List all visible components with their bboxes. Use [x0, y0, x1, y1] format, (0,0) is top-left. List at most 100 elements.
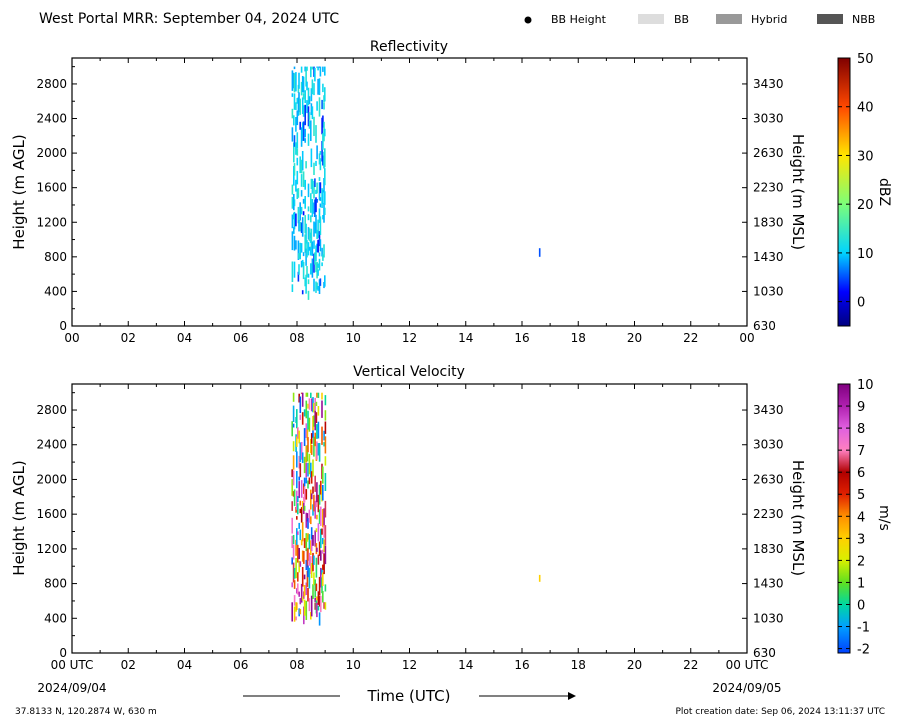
echo-streak [291, 602, 293, 622]
echo-streak [324, 421, 327, 434]
echo-streak [299, 561, 302, 567]
x-tick-label: 00 [739, 331, 754, 345]
echo-streak [320, 567, 322, 588]
echo-streak [299, 221, 301, 232]
echo-streak [314, 500, 316, 519]
echo-streak [298, 220, 300, 232]
echo-streak [304, 234, 306, 253]
echo-streak [296, 110, 299, 126]
echo-streak [321, 400, 323, 418]
echo-streak [319, 197, 322, 201]
echo-streak [302, 211, 305, 216]
echo-streak [303, 409, 306, 417]
x-tick-label: 18 [571, 658, 586, 672]
echo-streak [314, 597, 316, 602]
echo-streak [307, 518, 309, 529]
echo-streak [316, 282, 318, 290]
echo-streak [300, 260, 303, 268]
end-date-label: 2024/09/05 [712, 681, 781, 695]
echo-streak [324, 148, 326, 168]
legend-nbb-label: NBB [852, 13, 875, 26]
echo-streak [324, 500, 327, 518]
echo-streak [299, 396, 302, 414]
echo-streak [307, 410, 309, 430]
echo-streak [293, 93, 296, 110]
legend-bb-height-dot-icon [524, 16, 532, 24]
y-tick-label: 2000 [36, 472, 67, 486]
echo-streak [319, 239, 322, 252]
echo-streak [299, 202, 301, 221]
echo-streak [317, 78, 319, 95]
echo-streak [308, 477, 311, 485]
velocity-axes: 00 UTC 02 04 06 08 10 12 14 16 18 20 22 00 UTC040080… [36, 384, 784, 672]
echo-streak [296, 490, 298, 510]
echo-streak [316, 199, 318, 203]
echo-streak [308, 598, 311, 612]
echo-streak [310, 595, 313, 617]
echo-streak [293, 73, 296, 93]
echo-streak [308, 552, 311, 566]
colorbar-tick-label: 5 [857, 488, 865, 503]
y-right-tick-label: 1430 [753, 577, 784, 591]
echo-streak [313, 572, 315, 586]
echo-streak [317, 263, 319, 268]
x-tick-label: 08 [289, 658, 304, 672]
echo-streak [306, 100, 308, 114]
echo-streak [317, 392, 320, 398]
x-tick-label: 14 [458, 331, 473, 345]
y-tick-label: 1600 [36, 181, 67, 195]
echo-streak [297, 271, 300, 282]
echo-streak [310, 527, 313, 540]
echo-streak [299, 598, 302, 605]
echo-streak [324, 128, 326, 137]
echo-streak [301, 290, 304, 295]
echo-streak [313, 415, 315, 427]
echo-streak [310, 493, 313, 500]
reflectivity-plot-frame [71, 57, 748, 327]
reflectivity-title: Reflectivity [370, 39, 448, 55]
colorbar-tick-label: 30 [857, 149, 874, 164]
echo-streak [300, 392, 303, 394]
echo-streak [307, 437, 309, 453]
x-tick-label: 06 [233, 658, 248, 672]
echo-streak [298, 393, 300, 403]
colorbar-tick-label: 2 [857, 554, 865, 569]
echo-streak [316, 441, 318, 460]
echo-streak [301, 392, 304, 407]
echo-streak [311, 199, 314, 217]
echo-streak [306, 513, 309, 522]
echo-streak [321, 247, 323, 257]
echo-streak [296, 148, 299, 156]
echo-streak [300, 206, 303, 215]
echo-streak [308, 453, 311, 475]
echo-streak [310, 471, 313, 484]
echo-streak [310, 540, 312, 555]
echo-streak [310, 246, 312, 256]
echo-streak [304, 196, 306, 209]
echo-streak [307, 183, 310, 198]
echo-streak [318, 231, 321, 247]
echo-streak [292, 544, 295, 560]
echo-streak [323, 244, 325, 258]
time-arrow-icon [568, 692, 576, 700]
echo-streak [318, 509, 321, 524]
echo-streak [310, 228, 313, 248]
echo-streak [313, 202, 315, 214]
echo-streak [291, 70, 294, 91]
echo-streak [324, 584, 327, 592]
echo-streak [305, 67, 307, 87]
echo-streak [310, 556, 312, 574]
echo-streak [319, 158, 322, 171]
echo-streak [305, 223, 307, 244]
velocity-ylabel: Height (m AGL) [10, 460, 28, 575]
echo-streak [295, 558, 297, 579]
echo-streak [304, 277, 306, 287]
echo-streak [306, 266, 308, 278]
echo-streak [324, 410, 327, 421]
echo-streak [291, 582, 293, 588]
colorbar-tick-label: 7 [857, 444, 865, 459]
echo-streak [305, 392, 308, 397]
echo-streak [311, 106, 314, 120]
y-tick-label: 2400 [36, 112, 67, 126]
y-tick-label: 0 [59, 319, 67, 333]
